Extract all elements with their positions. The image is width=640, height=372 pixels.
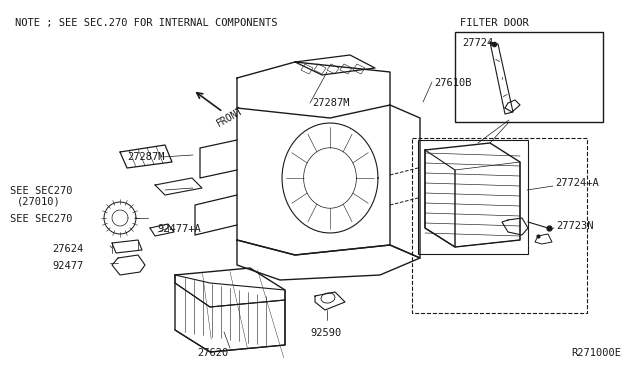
- Text: SEE SEC270: SEE SEC270: [10, 186, 72, 196]
- Text: 27724+A: 27724+A: [555, 178, 599, 188]
- Bar: [418, 140, 528, 254]
- Text: 27287M: 27287M: [127, 152, 164, 162]
- Text: (27010): (27010): [17, 196, 61, 206]
- Text: FRONT: FRONT: [215, 105, 245, 128]
- Text: 27723N: 27723N: [556, 221, 593, 231]
- Text: 27724: 27724: [462, 38, 493, 48]
- Text: SEE SEC270: SEE SEC270: [10, 214, 72, 224]
- Text: 92477: 92477: [52, 261, 83, 271]
- Text: 27620: 27620: [197, 348, 228, 358]
- Text: 27610B: 27610B: [434, 78, 472, 88]
- Text: 27287M: 27287M: [312, 98, 349, 108]
- Text: 27624: 27624: [52, 244, 83, 254]
- Text: 92477+A: 92477+A: [157, 224, 201, 234]
- Bar: [455, 32, 603, 122]
- Text: FILTER DOOR: FILTER DOOR: [460, 18, 529, 28]
- Text: NOTE ; SEE SEC.270 FOR INTERNAL COMPONENTS: NOTE ; SEE SEC.270 FOR INTERNAL COMPONEN…: [15, 18, 278, 28]
- Bar: [412, 138, 587, 313]
- Text: 92590: 92590: [310, 328, 342, 338]
- Text: R271000E: R271000E: [571, 348, 621, 358]
